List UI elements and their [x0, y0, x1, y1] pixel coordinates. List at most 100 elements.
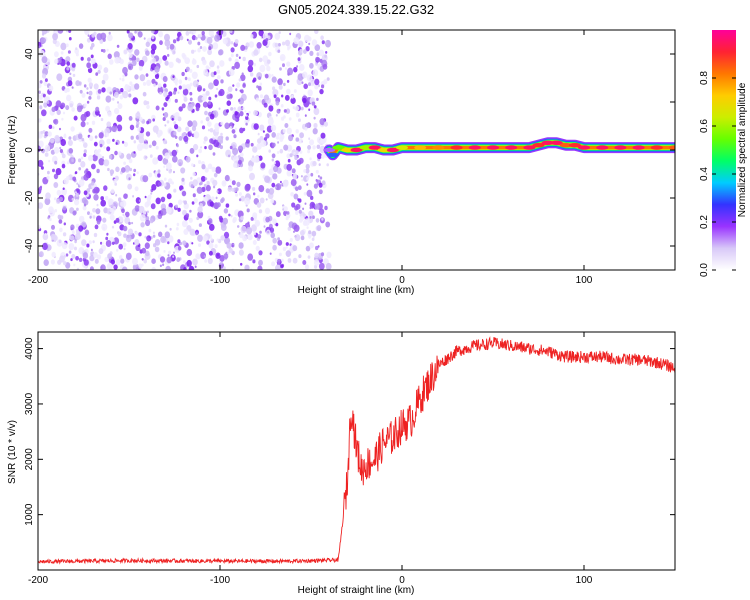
- noise-speckle: [123, 161, 126, 165]
- noise-speckle: [258, 185, 265, 193]
- noise-speckle: [319, 118, 326, 126]
- noise-speckle: [240, 195, 246, 202]
- noise-speckle: [201, 164, 206, 170]
- noise-speckle: [244, 184, 251, 192]
- noise-speckle: [130, 135, 134, 140]
- y-tick-label: 1000: [24, 503, 35, 526]
- noise-speckle: [256, 202, 262, 208]
- noise-speckle: [151, 43, 157, 51]
- noise-speckle: [182, 240, 187, 246]
- noise-speckle: [271, 74, 274, 77]
- noise-speckle: [271, 153, 276, 159]
- noise-speckle: [263, 102, 268, 108]
- noise-speckle: [47, 170, 50, 175]
- noise-speckle: [41, 32, 45, 36]
- noise-speckle: [294, 105, 300, 112]
- noise-speckle: [226, 100, 232, 106]
- noise-speckle: [105, 195, 109, 201]
- noise-speckle: [121, 208, 125, 214]
- noise-speckle: [59, 146, 62, 150]
- noise-speckle: [162, 55, 168, 61]
- noise-speckle: [166, 162, 172, 170]
- noise-speckle: [94, 135, 98, 139]
- noise-speckle: [138, 136, 145, 144]
- noise-speckle: [83, 190, 88, 196]
- noise-speckle: [151, 78, 156, 84]
- noise-speckle: [38, 202, 44, 209]
- noise-speckle: [230, 47, 235, 53]
- noise-speckle: [93, 141, 98, 147]
- noise-speckle: [286, 153, 291, 159]
- noise-speckle: [306, 74, 313, 82]
- noise-speckle: [73, 263, 76, 267]
- noise-speckle: [290, 178, 297, 187]
- noise-speckle: [229, 30, 233, 33]
- noise-speckle: [72, 73, 76, 77]
- noise-speckle: [197, 95, 204, 103]
- noise-speckle: [116, 114, 123, 122]
- noise-speckle: [144, 195, 147, 199]
- noise-speckle: [176, 126, 182, 133]
- noise-speckle: [272, 173, 278, 180]
- noise-speckle: [107, 167, 110, 172]
- noise-speckle: [238, 99, 241, 102]
- noise-speckle: [100, 241, 103, 245]
- noise-speckle: [75, 223, 80, 229]
- noise-speckle: [217, 188, 222, 195]
- noise-speckle: [112, 97, 115, 101]
- noise-speckle: [253, 192, 256, 196]
- noise-speckle: [145, 73, 149, 77]
- noise-speckle: [275, 183, 282, 191]
- noise-speckle: [195, 253, 201, 260]
- signal-peak: [368, 145, 381, 150]
- noise-speckle: [81, 197, 87, 204]
- noise-speckle: [220, 235, 225, 241]
- noise-speckle: [42, 233, 49, 241]
- noise-speckle: [150, 53, 155, 58]
- signal-peak: [669, 145, 675, 150]
- noise-speckle: [216, 190, 219, 193]
- noise-speckle: [70, 126, 75, 132]
- noise-speckle: [268, 187, 275, 195]
- noise-speckle: [123, 247, 126, 251]
- noise-speckle: [102, 49, 106, 53]
- noise-speckle: [120, 258, 125, 264]
- noise-speckle: [293, 37, 300, 45]
- noise-speckle: [117, 103, 123, 110]
- noise-speckle: [283, 144, 289, 151]
- noise-speckle: [87, 67, 93, 74]
- noise-speckle: [202, 88, 206, 92]
- noise-speckle: [87, 34, 90, 37]
- noise-speckle: [279, 180, 282, 184]
- noise-speckle: [163, 182, 167, 187]
- noise-speckle: [47, 216, 50, 220]
- noise-speckle: [157, 181, 162, 187]
- noise-speckle: [113, 178, 117, 184]
- noise-speckle: [119, 255, 123, 260]
- noise-speckle: [235, 187, 239, 192]
- noise-speckle: [157, 173, 161, 178]
- noise-speckle: [287, 258, 292, 263]
- noise-speckle: [274, 42, 279, 48]
- noise-speckle: [298, 209, 302, 214]
- noise-speckle: [257, 194, 260, 198]
- noise-speckle: [138, 205, 145, 214]
- noise-speckle: [257, 132, 260, 136]
- noise-speckle: [69, 235, 75, 241]
- noise-speckle: [113, 264, 118, 270]
- noise-speckle: [289, 32, 292, 36]
- noise-speckle: [268, 116, 272, 120]
- noise-speckle: [141, 247, 147, 254]
- noise-speckle: [192, 258, 198, 266]
- y-tick-label: 3000: [24, 392, 35, 415]
- noise-speckle: [208, 66, 211, 70]
- noise-speckle: [209, 127, 214, 133]
- noise-speckle: [161, 107, 165, 111]
- noise-speckle: [87, 57, 91, 62]
- noise-speckle: [89, 212, 93, 217]
- noise-speckle: [230, 107, 234, 111]
- noise-speckle: [168, 61, 174, 68]
- noise-speckle: [76, 207, 79, 211]
- colorbar-label: Normalized spectral amplitude: [737, 82, 748, 217]
- noise-speckle: [209, 113, 215, 120]
